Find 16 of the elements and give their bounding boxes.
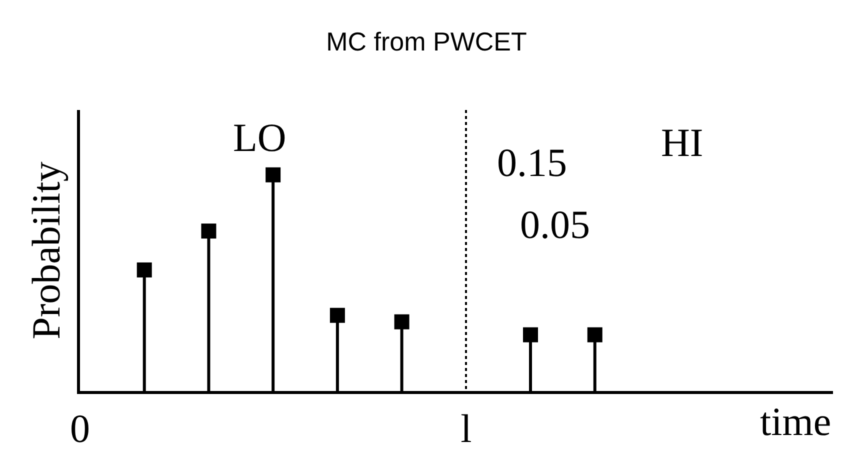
point [523, 327, 538, 342]
point [394, 314, 410, 330]
x-tick-label: l [460, 406, 472, 451]
text: LO [233, 115, 286, 160]
chart-title: MC from PWCET [326, 26, 527, 57]
text: HI [661, 120, 704, 165]
point [330, 308, 345, 323]
annotation: 0.05 [520, 202, 590, 247]
point [587, 327, 602, 342]
y-axis-title: Probability [24, 162, 68, 340]
annotation: 0.15 [497, 140, 567, 185]
x-tick-label: 0 [70, 406, 90, 451]
point [266, 167, 281, 182]
point [136, 262, 152, 278]
point [201, 224, 216, 239]
x-axis-title: time [760, 399, 832, 444]
